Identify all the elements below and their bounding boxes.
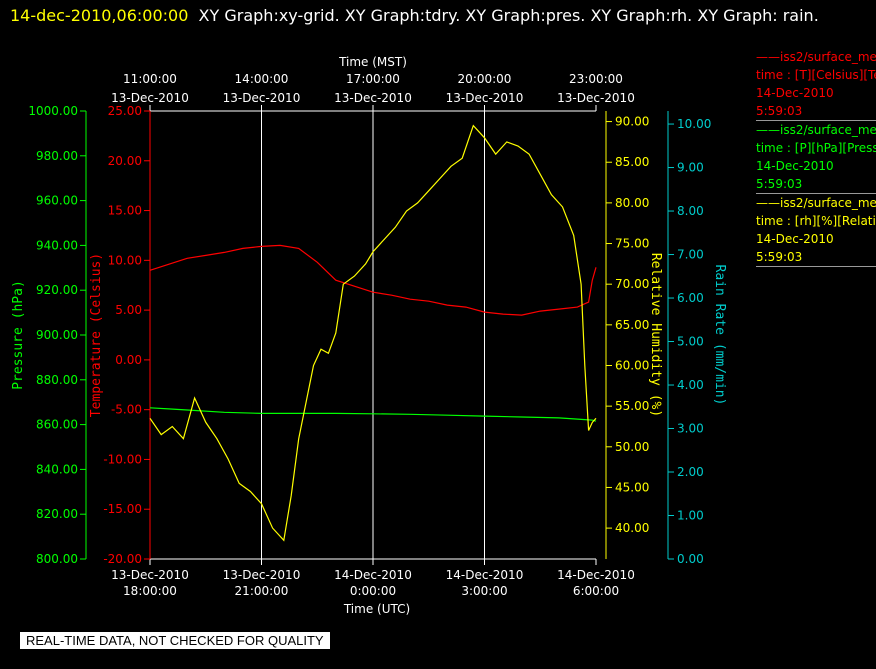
y-tick-label: 10.00: [677, 117, 711, 131]
x-tick-label: 14-Dec-2010: [557, 568, 635, 582]
y-tick-label: 65.00: [615, 318, 649, 332]
legend-line: 5:59:03: [756, 104, 803, 118]
y-tick-label: 20.00: [108, 154, 142, 168]
y-tick-label: 6.00: [677, 291, 704, 305]
y-tick-label: 7.00: [677, 248, 704, 262]
y-tick-label: 1000.00: [28, 104, 78, 118]
timestamp: 14-dec-2010,06:00:00: [10, 6, 189, 25]
legend-line: 14-Dec-2010: [756, 86, 834, 100]
y-tick-label: -20.00: [103, 552, 142, 566]
x-tick-label: 13-Dec-2010: [223, 568, 301, 582]
y-tick-label: 3.00: [677, 422, 704, 436]
legend-line: time : [P][hPa][Press: [756, 141, 876, 155]
legend-line: time : [T][Celsius][Te: [756, 68, 876, 82]
legend-line: 14-Dec-2010: [756, 232, 834, 246]
x-tick-label: 14:00:00: [235, 72, 289, 86]
x-top-axis-label: Time (MST): [338, 55, 407, 69]
y-axis-label: Relative Humidity (%): [648, 253, 663, 417]
y-axis-label: Temperature (Celsius): [89, 253, 104, 417]
x-tick-label: 13-Dec-2010: [557, 91, 635, 105]
y-tick-label: 90.00: [615, 115, 649, 129]
y-tick-label: 5.00: [677, 335, 704, 349]
y-tick-label: 0.00: [677, 552, 704, 566]
x-tick-label: 13-Dec-2010: [446, 91, 524, 105]
x-tick-label: 20:00:00: [458, 72, 512, 86]
x-tick-label: 11:00:00: [123, 72, 177, 86]
y-tick-label: 45.00: [615, 480, 649, 494]
y-tick-label: 860.00: [36, 418, 78, 432]
legend-line: ——iss2/surface_met: [756, 50, 876, 64]
x-tick-label: 23:00:00: [569, 72, 623, 86]
y-tick-label: 800.00: [36, 552, 78, 566]
y-tick-label: 840.00: [36, 462, 78, 476]
y-tick-label: 80.00: [615, 196, 649, 210]
y-axis-label: Pressure (hPa): [11, 280, 26, 390]
legend-line: 14-Dec-2010: [756, 159, 834, 173]
y-tick-label: 9.00: [677, 161, 704, 175]
y-tick-label: 70.00: [615, 277, 649, 291]
legend-line: 5:59:03: [756, 177, 803, 191]
legend-line: ——iss2/surface_met: [756, 196, 876, 210]
y-tick-label: 880.00: [36, 373, 78, 387]
y-axis-label: Rain Rate (mm/min): [712, 265, 727, 406]
y-tick-label: 940.00: [36, 238, 78, 252]
y-tick-label: -15.00: [103, 502, 142, 516]
x-tick-label: 14-Dec-2010: [446, 568, 524, 582]
y-tick-label: 4.00: [677, 378, 704, 392]
y-tick-label: 75.00: [615, 237, 649, 251]
y-tick-label: 0.00: [115, 353, 142, 367]
legend-line: time : [rh][%][Relativ: [756, 214, 876, 228]
y-tick-label: 60.00: [615, 358, 649, 372]
y-tick-label: -10.00: [103, 452, 142, 466]
y-tick-label: 1.00: [677, 509, 704, 523]
y-tick-label: 10.00: [108, 253, 142, 267]
y-tick-label: 40.00: [615, 521, 649, 535]
tdry-series-line: [149, 244, 597, 316]
legend-line: ——iss2/surface_met: [756, 123, 876, 137]
x-tick-label: 6:00:00: [573, 584, 619, 598]
x-bottom-axis-label: Time (UTC): [343, 602, 410, 616]
pres-series-line: [149, 407, 597, 422]
rh-series-line: [149, 124, 597, 542]
quality-warning: REAL-TIME DATA, NOT CHECKED FOR QUALITY: [20, 632, 330, 649]
x-tick-label: 17:00:00: [346, 72, 400, 86]
legend: ——iss2/surface_met time : [T][Celsius][Te…: [756, 48, 876, 267]
y-tick-label: 50.00: [615, 440, 649, 454]
x-tick-label: 13-Dec-2010: [111, 91, 189, 105]
x-tick-label: 3:00:00: [461, 584, 507, 598]
y-tick-label: 960.00: [36, 194, 78, 208]
x-tick-label: 21:00:00: [235, 584, 289, 598]
y-tick-label: 15.00: [108, 204, 142, 218]
y-tick-label: 920.00: [36, 283, 78, 297]
graph-title: 14-dec-2010,06:00:00 XY Graph:xy-grid. X…: [10, 2, 850, 29]
legend-line: 5:59:03: [756, 250, 803, 264]
x-tick-label: 14-Dec-2010: [334, 568, 412, 582]
y-tick-label: 85.00: [615, 155, 649, 169]
x-tick-label: 18:00:00: [123, 584, 177, 598]
y-tick-label: 980.00: [36, 149, 78, 163]
x-tick-label: 13-Dec-2010: [334, 91, 412, 105]
y-tick-label: 5.00: [115, 303, 142, 317]
y-tick-label: 25.00: [108, 104, 142, 118]
x-tick-label: 0:00:00: [350, 584, 396, 598]
x-tick-label: 13-Dec-2010: [223, 91, 301, 105]
x-tick-label: 13-Dec-2010: [111, 568, 189, 582]
y-tick-label: -5.00: [111, 403, 142, 417]
y-tick-label: 8.00: [677, 204, 704, 218]
y-tick-label: 820.00: [36, 507, 78, 521]
y-tick-label: 900.00: [36, 328, 78, 342]
graph-list: XY Graph:xy-grid. XY Graph:tdry. XY Grap…: [198, 6, 819, 25]
y-tick-label: 2.00: [677, 465, 704, 479]
y-tick-label: 55.00: [615, 399, 649, 413]
